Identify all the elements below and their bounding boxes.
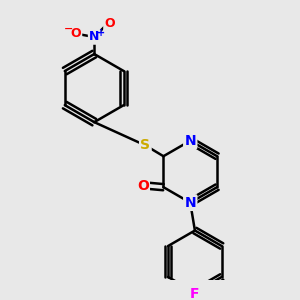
Text: F: F bbox=[190, 287, 200, 300]
Text: N: N bbox=[184, 196, 196, 210]
Text: N: N bbox=[89, 31, 100, 44]
Text: N: N bbox=[184, 134, 196, 148]
Text: S: S bbox=[140, 138, 150, 152]
Text: +: + bbox=[97, 28, 105, 38]
Text: O: O bbox=[70, 27, 81, 40]
Text: O: O bbox=[137, 178, 148, 193]
Text: −: − bbox=[64, 24, 73, 34]
Text: O: O bbox=[104, 17, 115, 30]
